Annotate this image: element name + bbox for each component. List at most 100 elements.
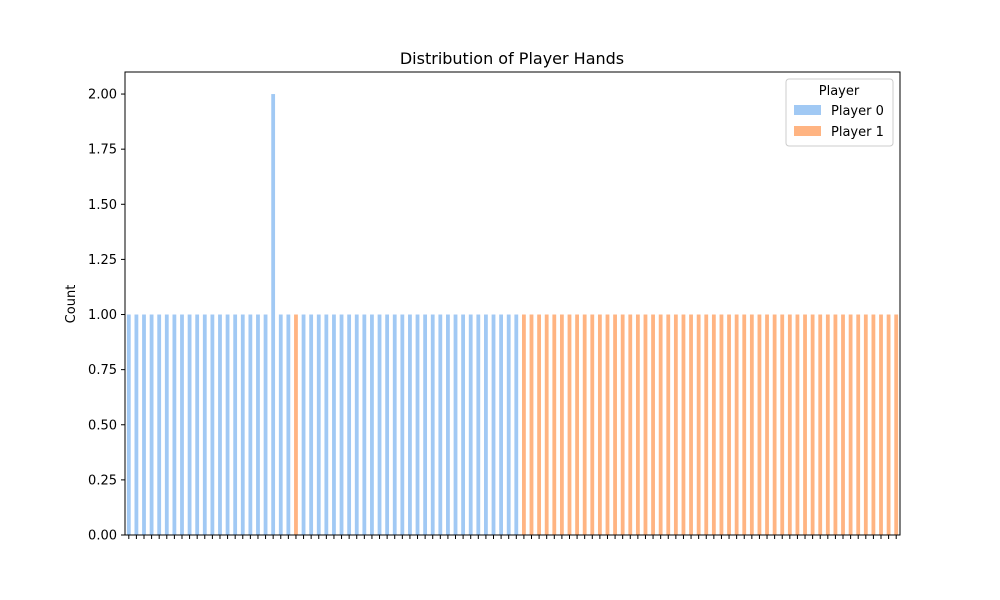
bar-player-0: [484, 314, 488, 535]
legend-label-player-1: Player 1: [831, 125, 884, 140]
bar-player-1: [841, 314, 845, 535]
bar-player-1: [552, 314, 557, 535]
bar-player-0: [476, 314, 481, 535]
bar-player-1: [529, 314, 534, 535]
bar-player-0: [446, 314, 450, 535]
bar-player-1: [742, 314, 747, 535]
bar-player-1: [856, 314, 861, 535]
bar-player-0: [453, 314, 458, 535]
legend-title: Player: [819, 84, 860, 99]
bar-player-0: [316, 314, 321, 535]
bar-player-1: [567, 314, 572, 535]
bar-player-0: [286, 314, 291, 535]
bar-player-0: [187, 314, 192, 535]
bar-player-0: [271, 94, 276, 536]
bar-player-1: [559, 314, 564, 535]
bar-player-1: [757, 314, 762, 535]
bar-player-0: [392, 314, 397, 535]
bar-player-0: [134, 314, 139, 535]
bar-player-0: [430, 314, 435, 535]
bar-player-0: [309, 314, 314, 535]
bar-player-1: [711, 314, 716, 535]
bar-player-1: [795, 314, 800, 535]
bar-player-0: [499, 314, 503, 535]
y-tick-label: 1.50: [88, 198, 117, 213]
bar-player-1: [749, 314, 754, 535]
bar-player-0: [142, 314, 146, 535]
bar-player-1: [294, 314, 298, 535]
bar-player-0: [225, 314, 230, 535]
bar-player-0: [240, 314, 245, 535]
bar-player-0: [423, 314, 428, 535]
bar-player-0: [149, 314, 154, 535]
y-tick-label: 0.75: [88, 363, 117, 378]
legend-swatch-player-1: [794, 126, 821, 136]
bar-player-0: [332, 314, 336, 535]
bar-player-0: [339, 314, 344, 535]
bar-player-1: [787, 314, 792, 535]
bar-player-1: [765, 314, 769, 535]
bar-player-1: [620, 314, 625, 535]
y-tick-label: 0.50: [88, 418, 117, 433]
bar-player-1: [780, 314, 785, 535]
bar-player-0: [157, 314, 162, 535]
bar-player-0: [324, 314, 329, 535]
bar-player-1: [719, 314, 724, 535]
bar-player-0: [438, 314, 443, 535]
bar-player-1: [673, 314, 678, 535]
bar-player-1: [727, 314, 731, 535]
bar-player-1: [810, 314, 815, 535]
bar-player-1: [582, 314, 587, 535]
bar-player-1: [643, 314, 648, 535]
bar-player-0: [172, 314, 177, 535]
y-tick-label: 0.00: [88, 529, 117, 544]
bar-player-1: [635, 314, 640, 535]
bar-player-0: [263, 314, 268, 535]
bar-player-1: [613, 314, 617, 535]
bar-player-1: [605, 314, 610, 535]
bar-player-1: [590, 314, 595, 535]
bar-player-0: [370, 314, 374, 535]
y-tick-label: 1.25: [88, 253, 117, 268]
bar-player-0: [400, 314, 405, 535]
legend-swatch-player-0: [794, 105, 821, 115]
bar-player-1: [833, 314, 838, 535]
bar-player-0: [385, 314, 390, 535]
bar-player-1: [544, 314, 549, 535]
bar-player-1: [803, 314, 807, 535]
bar-player-0: [301, 314, 306, 535]
bar-player-0: [218, 314, 222, 535]
bar-player-1: [825, 314, 830, 535]
bar-player-1: [871, 314, 876, 535]
bar-player-0: [362, 314, 367, 535]
bar-player-1: [522, 314, 526, 535]
bar-player-1: [734, 314, 739, 535]
y-tick-label: 2.00: [88, 88, 117, 103]
y-tick-label: 1.00: [88, 308, 117, 323]
y-tick-label: 1.75: [88, 143, 117, 158]
bar-player-0: [202, 314, 207, 535]
bar-player-0: [408, 314, 412, 535]
bar-player-0: [195, 314, 200, 535]
bar-player-0: [126, 314, 131, 535]
bar-player-1: [879, 314, 883, 535]
bar-player-1: [658, 314, 663, 535]
bar-player-1: [886, 314, 891, 535]
bar-player-0: [278, 314, 283, 535]
bar-player-1: [689, 314, 693, 535]
bar-player-0: [354, 314, 359, 535]
bar-player-1: [575, 314, 579, 535]
bar-player-1: [628, 314, 633, 535]
bar-player-0: [256, 314, 260, 535]
legend: Player Player 0 Player 1: [785, 78, 894, 147]
bar-player-0: [514, 314, 519, 535]
bar-player-0: [377, 314, 382, 535]
bar-player-1: [651, 314, 655, 535]
chart-title: Distribution of Player Hands: [400, 49, 624, 68]
bar-player-0: [347, 314, 352, 535]
axes-frame: [124, 71, 901, 536]
bar-player-1: [537, 314, 541, 535]
legend-label-player-0: Player 0: [831, 104, 884, 119]
plot-area: [126, 94, 899, 536]
